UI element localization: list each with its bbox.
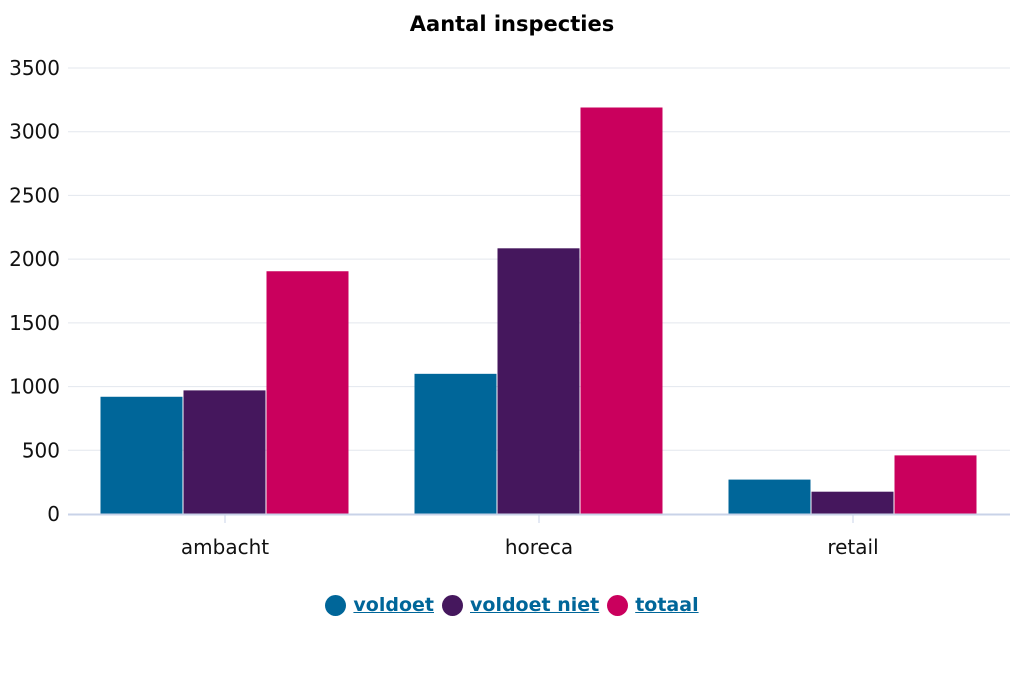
y-tick-label-0: 0: [47, 502, 60, 526]
y-tick-label-1500: 1500: [9, 311, 60, 335]
y-axis-ticks: 0 500 1000 1500 2000 2500 3000 3500: [9, 56, 60, 526]
y-tick-label-2000: 2000: [9, 247, 60, 271]
bar-voldoet-ambacht[interactable]: [100, 396, 183, 514]
y-tick-label-3000: 3000: [9, 120, 60, 144]
bar-voldoet-horeca[interactable]: [414, 373, 497, 514]
legend-marker-totaal: [607, 594, 629, 616]
bar-voldoet-niet-retail[interactable]: [811, 491, 894, 514]
y-tick-label-1000: 1000: [9, 375, 60, 399]
legend-marker-voldoet-niet: [442, 594, 463, 616]
x-tick-label-retail: retail: [827, 535, 878, 559]
legend: voldoet voldoet niet totaal: [0, 594, 1024, 616]
legend-item-voldoet-niet[interactable]: voldoet niet: [442, 594, 599, 616]
bar-totaal-retail[interactable]: [894, 455, 977, 514]
bar-chart: 0 500 1000 1500 2000 2500 3000 3500 ambacht hore…: [9, 56, 1010, 559]
bar-totaal-ambacht[interactable]: [266, 271, 349, 514]
y-tick-label-3500: 3500: [9, 56, 60, 80]
bar-voldoet-niet-ambacht[interactable]: [183, 390, 266, 514]
legend-label-totaal[interactable]: totaal: [635, 594, 699, 616]
legend-marker-voldoet: [325, 594, 347, 616]
legend-item-totaal[interactable]: totaal: [607, 594, 699, 616]
legend-label-voldoet[interactable]: voldoet: [353, 594, 434, 616]
legend-item-voldoet[interactable]: voldoet: [325, 594, 434, 616]
y-tick-label-500: 500: [22, 438, 60, 462]
bar-totaal-horeca[interactable]: [580, 107, 663, 514]
bars: [100, 107, 977, 514]
bar-voldoet-niet-horeca[interactable]: [497, 248, 580, 514]
legend-label-voldoet-niet[interactable]: voldoet niet: [470, 594, 600, 616]
bar-voldoet-retail[interactable]: [728, 479, 811, 514]
x-tick-label-ambacht: ambacht: [181, 535, 269, 559]
chart-title: Aantal inspecties: [409, 12, 615, 36]
y-tick-label-2500: 2500: [9, 183, 60, 207]
x-tick-label-horeca: horeca: [505, 535, 573, 559]
x-axis-ticks: ambacht horeca retail: [181, 514, 879, 559]
